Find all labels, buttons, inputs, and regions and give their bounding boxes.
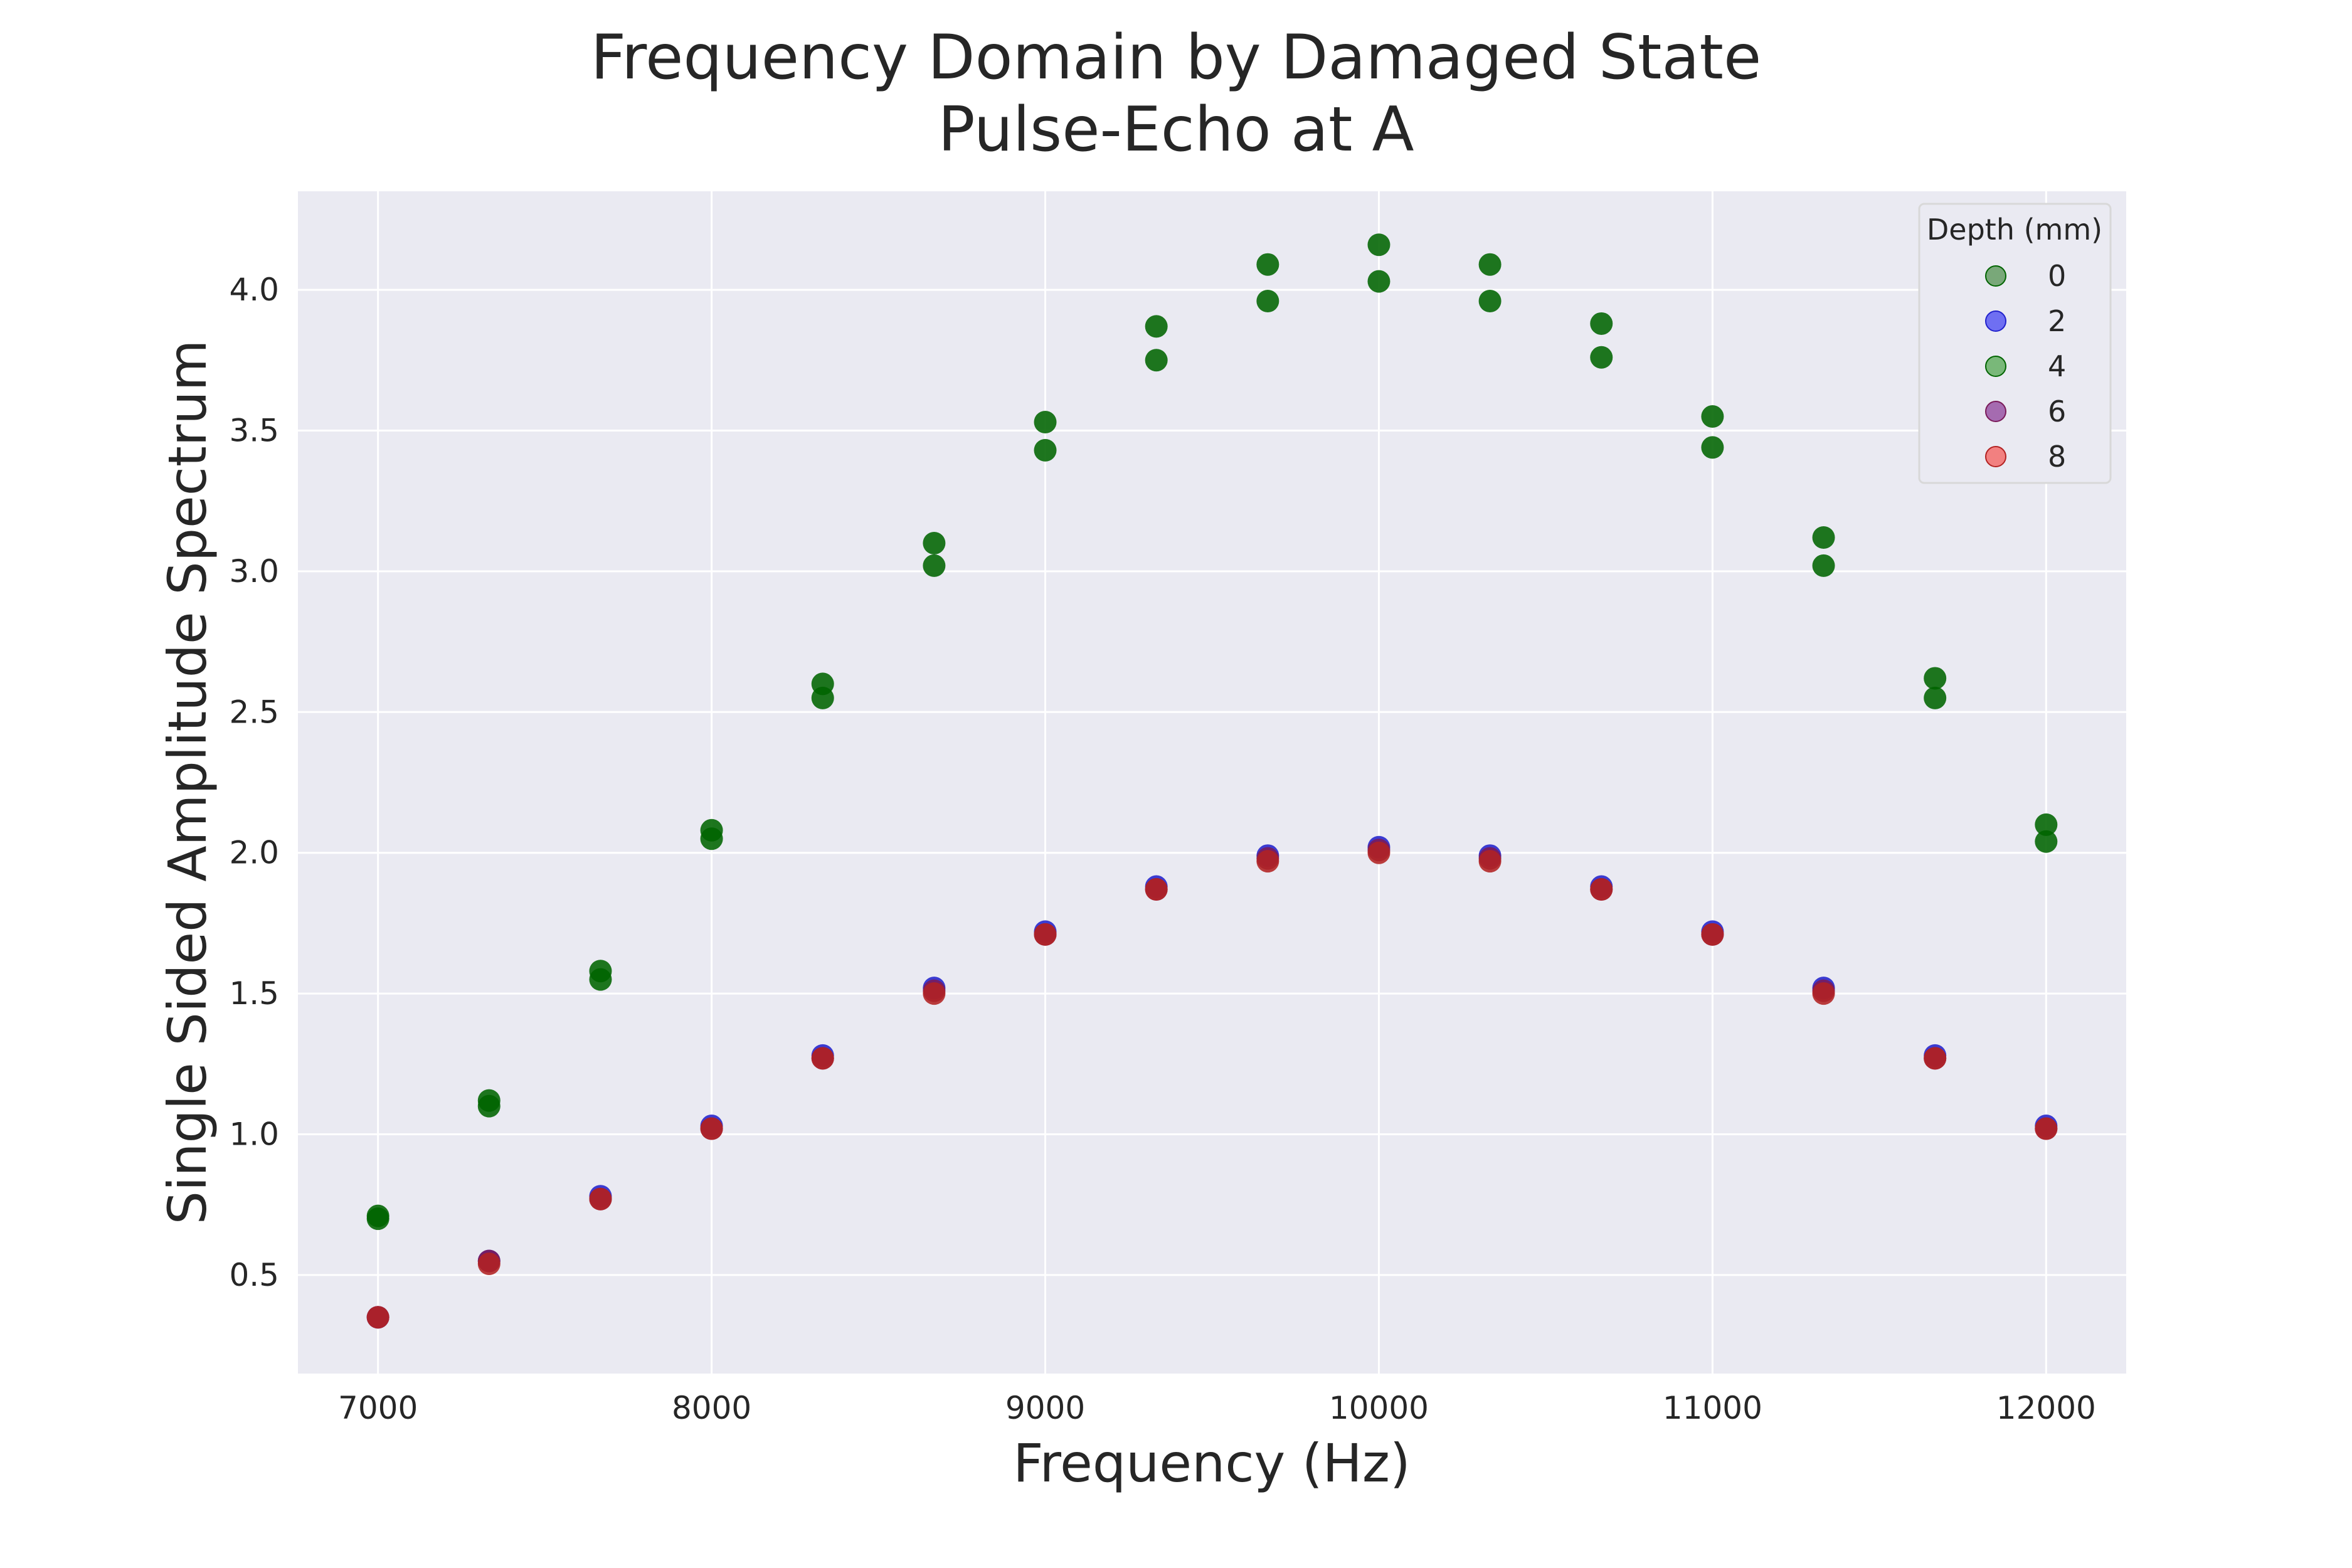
data-point (1034, 438, 1057, 462)
data-point (1478, 850, 1502, 873)
data-point (1701, 436, 1724, 459)
x-tick-label: 8000 (672, 1390, 751, 1426)
data-point (2035, 830, 2058, 853)
data-point (1034, 923, 1057, 946)
data-points (366, 233, 2058, 1329)
chart-title-line-2: Pulse-Echo at A (938, 94, 1414, 166)
legend-label: 2 (2048, 304, 2066, 338)
data-point (589, 1187, 612, 1210)
data-point (1256, 290, 1279, 313)
data-point (1256, 253, 1279, 276)
legend-marker (1985, 265, 2006, 287)
data-point (1924, 667, 1947, 690)
y-tick-labels: 0.5 1.0 1.5 2.0 2.5 3.0 3.5 4.0 (229, 272, 279, 1293)
x-tick-label: 7000 (338, 1390, 418, 1426)
data-point (700, 1117, 723, 1140)
data-point (1145, 878, 1168, 901)
data-point (1367, 841, 1391, 864)
legend-marker (1985, 356, 2006, 377)
data-point (1478, 253, 1502, 276)
data-point (923, 982, 946, 1005)
legend-label: 6 (2048, 395, 2066, 428)
data-point (1256, 850, 1279, 873)
series-depth-4 (366, 233, 2058, 1227)
data-point (1367, 270, 1391, 293)
x-tick-labels: 7000 8000 9000 10000 11000 12000 (338, 1390, 2096, 1426)
y-tick-label: 4.0 (229, 272, 279, 308)
y-tick-label: 0.5 (229, 1257, 279, 1293)
series-depth-8 (366, 841, 2058, 1329)
data-point (477, 1089, 501, 1112)
x-tick-label: 12000 (1996, 1390, 2096, 1426)
data-point (923, 554, 946, 577)
data-point (1145, 349, 1168, 372)
data-point (1701, 923, 1724, 946)
legend-box (1918, 203, 2112, 484)
y-tick-label: 3.5 (229, 412, 279, 448)
legend-label: 0 (2048, 259, 2066, 293)
data-point (1812, 554, 1835, 577)
legend-marker (1985, 310, 2006, 332)
data-point (1701, 405, 1724, 428)
data-point (811, 672, 834, 696)
data-point (477, 1252, 501, 1275)
legend-marker (1985, 401, 2006, 422)
data-point (1812, 526, 1835, 549)
data-point (1590, 346, 1613, 369)
x-axis-label: Frequency (Hz) (1013, 1433, 1410, 1494)
legend: Depth (mm) 0 2 4 6 8 (1918, 203, 2112, 484)
data-point (700, 818, 723, 842)
legend-marker (1985, 446, 2006, 467)
y-tick-label: 1.0 (229, 1116, 279, 1153)
data-point (366, 1204, 389, 1227)
data-point (1478, 290, 1502, 313)
legend-label: 4 (2048, 349, 2066, 383)
data-point (1924, 686, 1947, 709)
y-tick-label: 3.0 (229, 553, 279, 590)
x-tick-label: 9000 (1005, 1390, 1085, 1426)
chart-title-line-1: Frequency Domain by Damaged State (591, 22, 1762, 93)
data-point (811, 1047, 834, 1070)
legend-label: 8 (2048, 440, 2066, 474)
plot-area (298, 191, 2126, 1374)
data-point (1812, 982, 1835, 1005)
data-point (2035, 1117, 2058, 1140)
x-tick-label: 10000 (1329, 1390, 1429, 1426)
y-tick-label: 2.5 (229, 694, 279, 730)
y-tick-label: 2.0 (229, 835, 279, 871)
data-point (1367, 233, 1391, 257)
data-point (1590, 312, 1613, 335)
y-tick-label: 1.5 (229, 975, 279, 1012)
data-point (1034, 411, 1057, 434)
data-point (2035, 813, 2058, 836)
legend-entries: 0 2 4 6 8 (1985, 259, 2066, 474)
data-point (923, 532, 946, 555)
data-point (589, 960, 612, 983)
x-tick-label: 11000 (1663, 1390, 1762, 1426)
data-point (1145, 315, 1168, 338)
data-point (366, 1306, 389, 1329)
data-point (1924, 1047, 1947, 1070)
data-point (1590, 878, 1613, 901)
legend-title: Depth (mm) (1927, 213, 2102, 246)
y-axis-label: Single Sided Amplitude Spectrum (157, 340, 218, 1225)
